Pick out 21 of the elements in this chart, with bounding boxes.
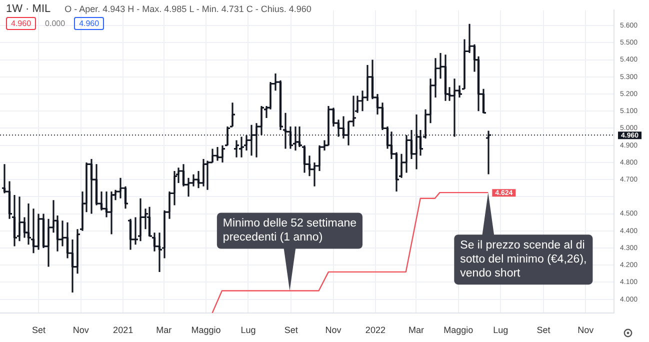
x-tick-label: 2022	[365, 324, 386, 335]
x-tick-label: Lug	[240, 324, 256, 335]
x-tick-label: Nov	[72, 324, 90, 335]
annotation: Minimo delle 52 settimane precedenti (1 anno)	[222, 218, 357, 244]
annotation: O - Aper. 4.943 H - Max. 4.985 L - Min. 4.731 C - Chius. 4.960	[64, 4, 312, 14]
x-tick-label: Set	[536, 324, 551, 335]
x-tick-label: Mar	[156, 324, 172, 335]
annotation: Se il prezzo scende al di sotto del minimo (€4,26), vendo short	[460, 239, 587, 280]
annotation: 4.960	[74, 17, 104, 30]
x-tick-label: 2021	[113, 324, 134, 335]
x-tick-label: Nov	[325, 324, 342, 335]
annotation: 4.960	[6, 17, 36, 30]
x-tick-label: Maggio	[191, 324, 221, 335]
annotation: 0.000	[44, 18, 66, 30]
x-tick-label: Nov	[578, 324, 594, 335]
x-tick-label: Maggio	[444, 324, 474, 335]
x-tick-label: Lug	[493, 324, 508, 335]
chart-title: 1W · MIL	[6, 3, 51, 15]
x-tick-label: Set	[284, 324, 298, 335]
x-tick-label: Set	[32, 324, 46, 335]
x-tick-label: Mar	[408, 324, 424, 335]
